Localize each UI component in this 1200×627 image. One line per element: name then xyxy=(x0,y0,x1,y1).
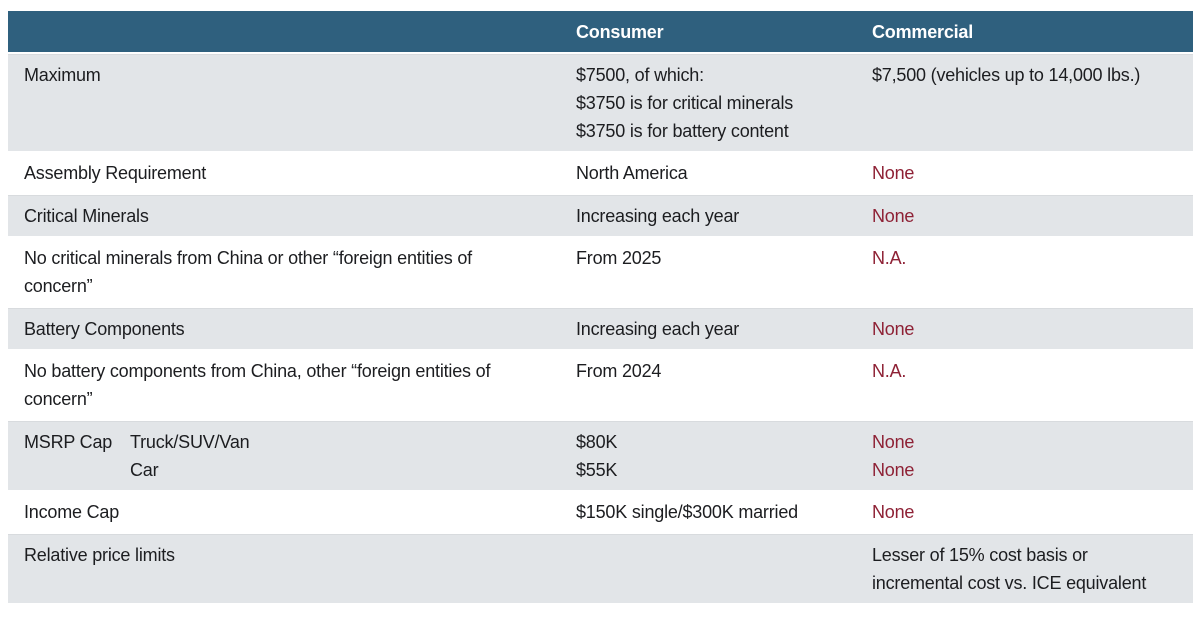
cell-line: Lesser of 15% cost basis or xyxy=(872,545,1088,565)
cell-line: Increasing each year xyxy=(576,319,740,339)
table-body: Maximum $7500, of which: $3750 is for crit… xyxy=(8,54,1193,603)
header-row: Consumer Commercial xyxy=(8,11,1193,52)
cell-line: From 2025 xyxy=(576,248,662,268)
commercial-cell: Lesser of 15% cost basis or incremental c… xyxy=(856,534,1193,603)
commercial-cell: None xyxy=(856,308,1193,349)
row-label-cell: Maximum xyxy=(8,54,560,151)
table-row: No critical minerals from China or other… xyxy=(8,238,1193,306)
cell-line: $150K single/$300K married xyxy=(576,502,798,522)
cell-line: North America xyxy=(576,163,688,183)
row-label-cell: Critical Minerals xyxy=(8,195,560,236)
row-label-cell: MSRP Cap Truck/SUV/Van Car xyxy=(8,421,560,490)
commercial-cell: None xyxy=(856,492,1193,532)
cell-line: $3750 is for battery content xyxy=(576,121,789,141)
commercial-cell: None xyxy=(856,153,1193,193)
column-header-blank xyxy=(8,11,560,52)
table-row: Critical Minerals Increasing each year Non… xyxy=(8,195,1193,236)
row-label-cell: Assembly Requirement xyxy=(8,153,560,193)
table-row: Income Cap $150K single/$300K married None xyxy=(8,492,1193,532)
table-row: MSRP Cap Truck/SUV/Van Car $80K $55K None None xyxy=(8,421,1193,490)
row-sublabel: Truck/SUV/Van xyxy=(130,432,250,452)
column-header-consumer: Consumer xyxy=(560,11,856,52)
cell-line: $3750 is for critical minerals xyxy=(576,93,794,113)
table-row: Maximum $7500, of which: $3750 is for crit… xyxy=(8,54,1193,151)
cell-line: incremental cost vs. ICE equivalent xyxy=(872,573,1147,593)
row-label-cell: No critical minerals from China or other… xyxy=(8,238,560,306)
cell-line: None xyxy=(872,206,915,226)
consumer-cell: From 2025 xyxy=(560,238,856,306)
table-row: Relative price limits Lesser of 15% cost … xyxy=(8,534,1193,603)
consumer-cell: $150K single/$300K married xyxy=(560,492,856,532)
row-label-cell: Relative price limits xyxy=(8,534,560,603)
table-header: Consumer Commercial xyxy=(8,11,1193,52)
comparison-table: Consumer Commercial Maximum $7500, of whi… xyxy=(8,9,1193,605)
commercial-cell: N.A. xyxy=(856,351,1193,419)
cell-line: None xyxy=(872,432,915,452)
row-label-cell: Battery Components xyxy=(8,308,560,349)
commercial-cell: $7,500 (vehicles up to 14,000 lbs.) xyxy=(856,54,1193,151)
cell-line: $7500, of which: xyxy=(576,65,704,85)
cell-line: None xyxy=(872,319,915,339)
column-header-commercial: Commercial xyxy=(856,11,1193,52)
cell-line: None xyxy=(872,460,915,480)
consumer-cell: From 2024 xyxy=(560,351,856,419)
cell-line: $7,500 (vehicles up to 14,000 lbs.) xyxy=(872,65,1141,85)
cell-line: None xyxy=(872,502,915,522)
commercial-cell: N.A. xyxy=(856,238,1193,306)
cell-line: Increasing each year xyxy=(576,206,740,226)
commercial-cell: None None xyxy=(856,421,1193,490)
consumer-cell: $7500, of which: $3750 is for critical mi… xyxy=(560,54,856,151)
cell-line: None xyxy=(872,163,915,183)
row-sublabel: Car xyxy=(130,460,159,480)
consumer-cell: Increasing each year xyxy=(560,195,856,236)
commercial-cell: None xyxy=(856,195,1193,236)
page: Consumer Commercial Maximum $7500, of whi… xyxy=(0,9,1200,605)
consumer-cell: $80K $55K xyxy=(560,421,856,490)
row-label-cell: Income Cap xyxy=(8,492,560,532)
cell-line: N.A. xyxy=(872,248,907,268)
row-sublabels: Truck/SUV/Van Car xyxy=(130,428,250,484)
cell-line: N.A. xyxy=(872,361,907,381)
consumer-cell xyxy=(560,534,856,603)
row-label: MSRP Cap xyxy=(24,432,113,452)
cell-line: From 2024 xyxy=(576,361,662,381)
table-row: Battery Components Increasing each year No… xyxy=(8,308,1193,349)
row-label-cell: No battery components from China, other … xyxy=(8,351,560,419)
cell-line: $55K xyxy=(576,460,618,480)
consumer-cell: North America xyxy=(560,153,856,193)
cell-line: $80K xyxy=(576,432,618,452)
table-row: No battery components from China, other … xyxy=(8,351,1193,419)
consumer-cell: Increasing each year xyxy=(560,308,856,349)
table-row: Assembly Requirement North America None xyxy=(8,153,1193,193)
